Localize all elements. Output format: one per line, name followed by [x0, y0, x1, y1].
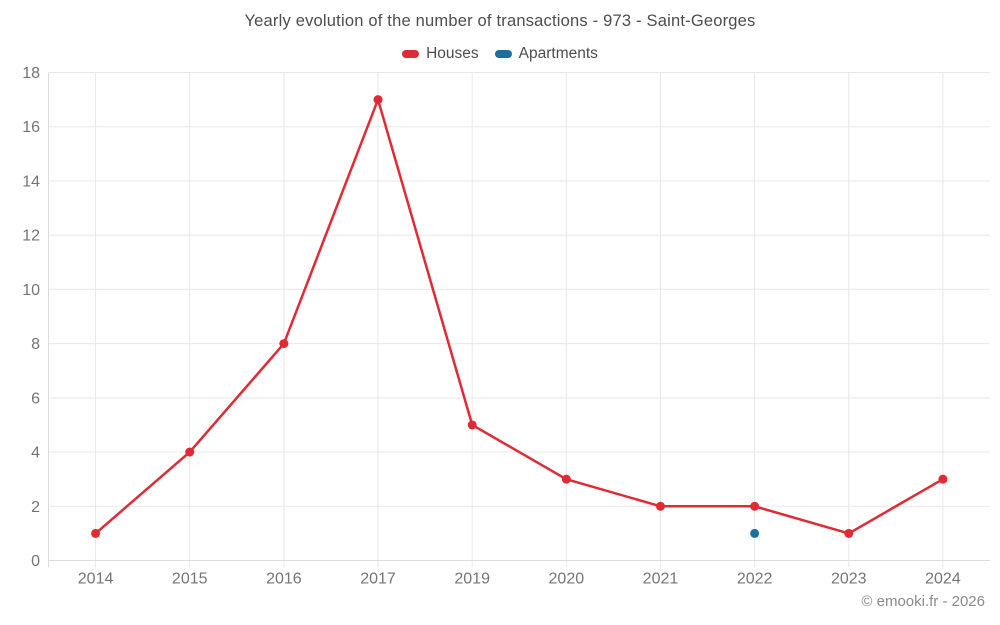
data-point-houses-2022[interactable]	[750, 501, 760, 511]
y-axis-tick-label: 6	[31, 390, 40, 407]
data-point-houses-2024[interactable]	[938, 474, 948, 484]
apartments-legend-swatch	[494, 50, 512, 58]
x-axis-tick-label: 2019	[454, 571, 490, 588]
data-point-houses-2020[interactable]	[561, 474, 571, 484]
y-axis-tick-label: 12	[22, 228, 40, 245]
data-point-houses-2017[interactable]	[373, 95, 383, 105]
x-axis-tick-label: 2014	[78, 571, 114, 588]
y-axis-tick-label: 18	[22, 65, 40, 82]
x-axis-tick-label: 2022	[737, 571, 773, 588]
copyright: © emooki.fr - 2026	[861, 593, 985, 610]
y-axis-tick-label: 10	[22, 282, 40, 299]
legend: Houses Apartments	[0, 45, 1000, 63]
houses-legend-swatch	[402, 50, 420, 58]
x-axis-tick-label: 2023	[831, 571, 867, 588]
data-point-houses-2015[interactable]	[185, 447, 195, 457]
chart-title: Yearly evolution of the number of transa…	[244, 12, 756, 30]
data-point-houses-2014[interactable]	[91, 528, 101, 538]
y-axis-tick-label: 16	[22, 119, 40, 136]
x-axis-tick-label: 2021	[643, 571, 679, 588]
series-line-houses	[94, 98, 945, 535]
y-axis-tick-label: 0	[31, 553, 40, 570]
data-point-houses-2019[interactable]	[467, 420, 477, 430]
houses-legend-label: Houses	[426, 45, 479, 62]
x-axis-tick-label: 2015	[172, 571, 208, 588]
y-axis-tick-label: 8	[31, 336, 40, 353]
data-point-houses-2016[interactable]	[279, 339, 289, 349]
y-axis-tick-label: 14	[22, 173, 40, 190]
x-axis-tick-label: 2016	[266, 571, 302, 588]
data-point-houses-2021[interactable]	[655, 501, 665, 511]
x-axis-tick-label: 2024	[925, 571, 961, 588]
x-axis-tick-label: 2020	[549, 571, 585, 588]
legend-item-houses[interactable]: Houses	[402, 45, 479, 63]
y-axis-tick-label: 4	[31, 445, 40, 462]
apartments-legend-label: Apartments	[518, 45, 598, 62]
data-point-houses-2023[interactable]	[844, 528, 854, 538]
legend-item-apartments[interactable]: Apartments	[494, 45, 598, 63]
data-point-apartments-2022[interactable]	[750, 528, 760, 538]
x-axis-tick-label: 2017	[360, 571, 396, 588]
y-axis-tick-label: 2	[31, 499, 40, 516]
